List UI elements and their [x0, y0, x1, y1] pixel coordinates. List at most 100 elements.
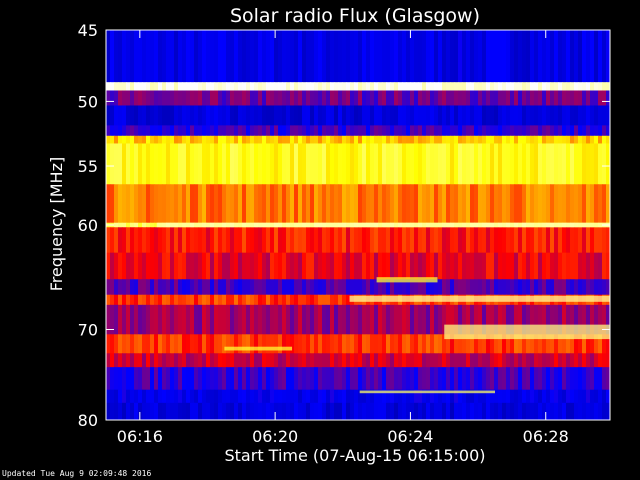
spectrogram-cell — [170, 389, 175, 404]
spectrogram-cell — [402, 389, 407, 404]
spectrogram-cell — [170, 30, 175, 83]
x-tick-label: 06:28 — [523, 427, 569, 446]
spectrogram-cell — [114, 279, 119, 296]
spectrogram-cell — [366, 82, 371, 91]
spectrogram-cell — [330, 30, 335, 83]
spectrogram-cell — [286, 143, 291, 185]
spectrogram-cell — [258, 389, 263, 404]
spectrogram-cell — [462, 125, 467, 137]
spectrogram-cell — [470, 143, 475, 185]
spectrogram-cell — [238, 252, 243, 280]
spectrogram-cell — [262, 279, 267, 296]
spectrogram-cell — [302, 334, 307, 354]
spectrogram-cell — [382, 252, 387, 280]
spectrogram-cell — [246, 30, 251, 83]
spectrogram-cell — [514, 389, 519, 404]
spectrogram-cell — [526, 389, 531, 404]
spectrogram-cell — [294, 402, 299, 421]
spectrogram-cell — [502, 227, 507, 254]
spectrogram-cell — [250, 252, 255, 280]
spectrogram-cell — [530, 367, 535, 391]
spectrogram-cell — [274, 227, 279, 254]
spectrogram-cell — [170, 304, 175, 335]
spectrogram-cell — [202, 294, 207, 306]
spectrogram-cell — [266, 135, 271, 144]
spectrogram-cell — [438, 367, 443, 391]
spectrogram-cell — [458, 334, 463, 354]
spectrogram-cell — [134, 279, 139, 296]
spectrogram-cell — [550, 279, 555, 296]
spectrogram-cell — [278, 143, 283, 185]
spectrogram-cell — [546, 30, 551, 83]
spectrogram-cell — [290, 30, 295, 83]
spectrogram-cell — [350, 143, 355, 185]
spectrogram-cell — [446, 252, 451, 280]
spectrogram-cell — [194, 30, 199, 83]
spectrogram-cell — [254, 143, 259, 185]
spectrogram-cell — [538, 353, 543, 368]
spectrogram-cell — [398, 105, 403, 126]
spectrogram-cell — [378, 82, 383, 91]
spectrogram-cell — [558, 82, 563, 91]
spectrogram-cell — [190, 252, 195, 280]
spectrogram-cell — [510, 367, 515, 391]
spectrogram-cell — [446, 279, 451, 296]
spectrogram-cell — [466, 389, 471, 404]
spectrogram-cell — [422, 82, 427, 91]
spectrogram-cell — [314, 353, 319, 368]
spectrogram-cell — [146, 304, 151, 335]
spectrogram-cell — [266, 30, 271, 83]
spectrogram-cell — [346, 135, 351, 144]
spectrogram-cell — [250, 143, 255, 185]
spectrogram-cell — [602, 105, 607, 126]
spectrogram-cell — [514, 143, 519, 185]
spectrogram-cell — [422, 184, 427, 224]
spectrogram-cell — [590, 105, 595, 126]
spectrogram-cell — [146, 184, 151, 224]
spectrogram-cell — [286, 334, 291, 354]
spectrogram-cell — [114, 402, 119, 421]
spectrogram-cell — [346, 143, 351, 185]
spectrogram-cell — [202, 334, 207, 354]
spectrogram-cell — [274, 105, 279, 126]
spectrogram-cell — [334, 353, 339, 368]
spectrogram-cell — [466, 367, 471, 391]
spectrogram-cell — [566, 227, 571, 254]
spectrogram-cell — [290, 389, 295, 404]
spectrogram-cell — [350, 105, 355, 126]
spectrogram-cell — [214, 389, 219, 404]
spectrogram-cell — [450, 90, 455, 106]
spectrogram-cell — [190, 402, 195, 421]
spectrogram-cell — [142, 222, 147, 228]
spectrogram-cell — [290, 402, 295, 421]
spectrogram-cell — [318, 304, 323, 335]
spectrogram-cell — [594, 143, 599, 185]
spectrogram-cell — [438, 30, 443, 83]
spectrogram-cell — [590, 90, 595, 106]
spectrogram-cell — [566, 389, 571, 404]
spectrogram-cell — [230, 367, 235, 391]
spectrogram-cell — [542, 402, 547, 421]
spectrogram-cell — [226, 125, 231, 137]
spectrogram-cell — [498, 367, 503, 391]
spectrogram-cell — [166, 367, 171, 391]
spectrogram-cell — [142, 389, 147, 404]
spectrogram-cell — [414, 334, 419, 354]
spectrogram-cell — [134, 125, 139, 137]
spectrogram-cell — [258, 402, 263, 421]
spectrogram-cell — [218, 334, 223, 354]
spectrogram-cell — [434, 304, 439, 335]
spectrogram-cell — [438, 105, 443, 126]
spectrogram-cell — [254, 90, 259, 106]
spectrogram-cell — [410, 304, 415, 335]
spectrogram-cell — [130, 30, 135, 83]
spectrogram-cell — [570, 304, 575, 335]
spectrogram-cell — [246, 402, 251, 421]
spectrogram-cell — [454, 304, 459, 335]
spectrogram-cell — [422, 353, 427, 368]
spectrogram-cell — [366, 334, 371, 354]
spectrogram-cell — [482, 125, 487, 137]
spectrogram-cell — [346, 367, 351, 391]
spectrogram-cell — [214, 135, 219, 144]
spectrogram-cell — [138, 252, 143, 280]
